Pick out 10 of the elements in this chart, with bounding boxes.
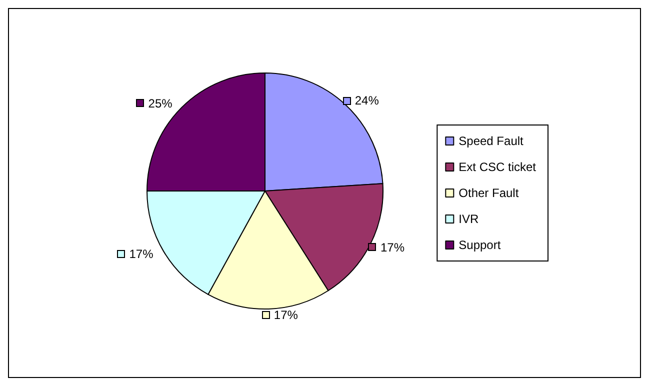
data-label: 17% — [380, 240, 405, 254]
legend-label: Speed Fault — [458, 134, 524, 148]
data-label: 17% — [274, 308, 298, 322]
data-label: 25% — [148, 96, 173, 110]
data-label: 17% — [129, 247, 154, 262]
legend-label: Ext CSC ticket — [458, 160, 537, 174]
legend-label: Support — [458, 238, 502, 252]
legend-label: IVR — [458, 212, 479, 226]
data-label: 24% — [354, 94, 380, 108]
legend-label: Other Fault — [458, 186, 520, 200]
